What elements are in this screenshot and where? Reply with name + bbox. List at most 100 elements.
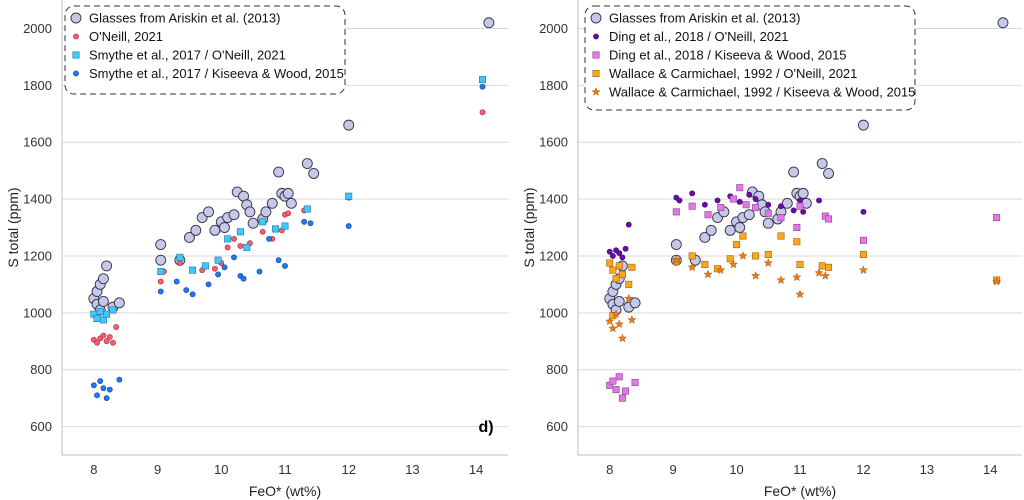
data-point (282, 262, 288, 269)
data-point (816, 197, 822, 204)
data-point (103, 395, 110, 402)
data-point (113, 297, 125, 309)
x-tick-label: 9 (154, 462, 161, 477)
x-tick-label: 13 (405, 462, 419, 477)
legend-marker (590, 12, 602, 24)
data-point (629, 297, 641, 309)
data-point (231, 254, 237, 261)
data-point (285, 197, 297, 209)
data-point (743, 209, 755, 221)
x-axis-label: FeO* (wt%) (249, 483, 321, 499)
y-tick-label: 1200 (23, 248, 52, 263)
y-tick-label: 1800 (23, 78, 52, 93)
data-point (762, 217, 774, 229)
data-point (155, 254, 167, 266)
data-point (765, 201, 772, 208)
data-point (106, 386, 113, 393)
data-point (616, 250, 623, 256)
data-point (993, 214, 1001, 222)
legend-marker (73, 33, 79, 40)
data-point (701, 201, 708, 208)
data-point (622, 387, 630, 395)
data-point (764, 209, 772, 217)
y-axis-label: S total (ppm) (5, 187, 21, 267)
data-point (724, 224, 736, 236)
series-smythe-et-al-2017-kiseeva-wood-2015 (90, 83, 486, 402)
data-point (113, 324, 120, 330)
legend-label: O'Neill, 2021 (89, 29, 163, 44)
data-point (285, 210, 292, 217)
data-point (733, 241, 741, 249)
data-point (271, 225, 279, 233)
legend-label: Smythe et al., 2017 / Kiseeva & Wood, 20… (89, 66, 344, 81)
y-tick-label: 1000 (539, 305, 568, 320)
data-point (703, 269, 713, 279)
series-wallace-carmichael-1992-kiseeva-wood-2015 (605, 251, 1002, 343)
data-point (790, 207, 797, 214)
x-tick-label: 9 (670, 462, 677, 477)
data-point (173, 278, 180, 285)
data-point (90, 382, 97, 389)
data-point (614, 319, 624, 329)
data-point (625, 280, 633, 288)
data-point (752, 204, 760, 212)
data-point (631, 378, 639, 386)
data-point (301, 158, 313, 169)
data-point (825, 263, 833, 271)
data-point (240, 275, 247, 282)
data-point (701, 260, 709, 268)
data-point (228, 209, 240, 221)
data-point (671, 255, 681, 265)
y-tick-label: 1800 (539, 78, 568, 93)
data-point (247, 217, 259, 229)
series-ding-et-al-2018-kiseeva-wood-2015 (606, 184, 1001, 402)
data-point (705, 224, 717, 236)
data-point (627, 315, 637, 324)
y-tick-label: 2000 (539, 21, 568, 36)
data-point (625, 221, 632, 228)
data-point (738, 251, 748, 260)
data-point (273, 166, 285, 178)
y-tick-label: 800 (546, 362, 568, 377)
data-point (672, 208, 680, 216)
panel-2: 600 800 1000 1200 1400 1600 1800 2000 8 9 10 11 12 13… (521, 0, 1022, 499)
data-point (796, 260, 804, 268)
data-point (997, 17, 1009, 29)
x-tick-label: 11 (793, 462, 807, 477)
data-point (788, 166, 800, 178)
data-point (615, 373, 623, 381)
data-point (688, 252, 696, 260)
legend-marker (593, 33, 599, 40)
panel-1: 600 800 1000 1200 1400 1600 1800 2000 8 9 10 11 12 13… (5, 0, 508, 499)
x-tick-label: 12 (856, 462, 870, 477)
data-point (96, 307, 104, 315)
data-point (157, 288, 164, 295)
legend-marker (591, 87, 601, 96)
data-point (676, 197, 683, 204)
data-point (116, 376, 123, 383)
legend-label: Glasses from Ariskin et al. (2013) (89, 11, 280, 26)
y-tick-label: 1600 (23, 135, 52, 150)
data-point (260, 206, 272, 218)
data-point (606, 259, 614, 267)
data-point (237, 243, 244, 249)
panel-label: d) (478, 419, 493, 436)
data-point (797, 187, 809, 199)
data-point (215, 271, 221, 278)
data-point (308, 168, 320, 179)
y-tick-label: 1000 (23, 305, 52, 320)
data-point (97, 295, 109, 307)
data-point (157, 278, 164, 285)
data-point (734, 222, 746, 233)
legend-label: Glasses from Ariskin et al. (2013) (609, 11, 800, 26)
data-point (101, 260, 113, 272)
x-tick-label: 8 (606, 462, 613, 477)
data-point (612, 386, 620, 394)
data-point (259, 218, 267, 226)
data-point (618, 270, 626, 278)
data-point (736, 184, 744, 192)
data-point (612, 275, 620, 283)
data-point (103, 338, 110, 345)
